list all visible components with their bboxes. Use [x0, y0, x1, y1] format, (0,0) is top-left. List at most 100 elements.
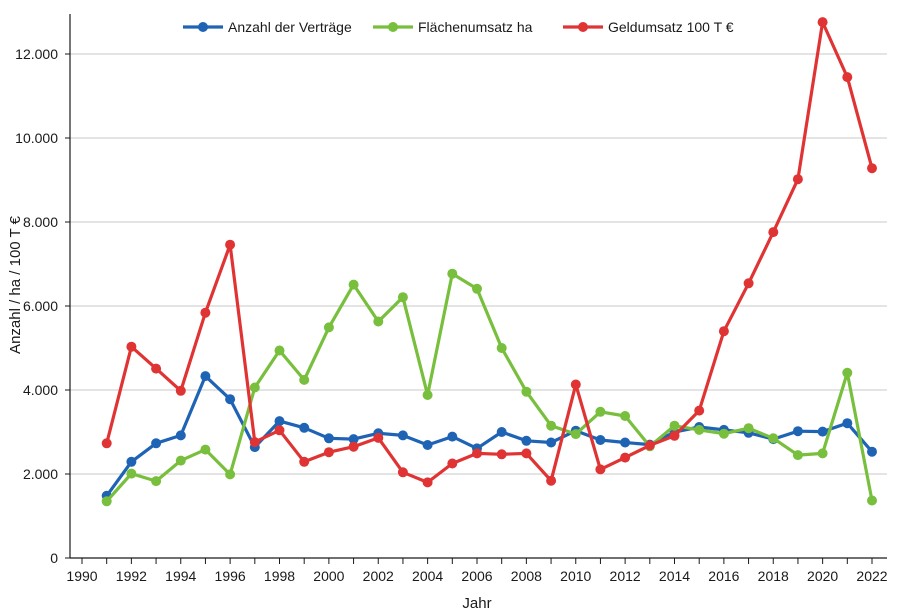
data-point: [151, 363, 162, 374]
data-point: [348, 441, 359, 452]
data-point: [249, 382, 260, 393]
data-point: [472, 283, 482, 294]
legend-item: Geldumsatz 100 T €: [563, 19, 734, 35]
data-point: [447, 431, 458, 442]
series-2: [101, 268, 877, 507]
legend-marker: [198, 22, 208, 32]
legend-label: Flächenumsatz ha: [418, 19, 533, 35]
series-lines: [101, 17, 877, 507]
data-point: [644, 440, 655, 451]
legend-label: Geldumsatz 100 T €: [608, 19, 734, 35]
y-tick-label: 8.000: [23, 214, 58, 230]
x-tick-label: 2000: [313, 568, 344, 584]
data-point: [842, 418, 853, 429]
legend-marker: [578, 22, 588, 32]
data-point: [299, 422, 310, 433]
legend-label: Anzahl der Verträge: [228, 19, 352, 35]
data-point: [348, 279, 359, 290]
x-tick-label: 1992: [116, 568, 147, 584]
data-point: [200, 307, 211, 318]
x-tick-label: 2012: [610, 568, 641, 584]
data-point: [792, 174, 803, 185]
data-point: [101, 438, 112, 449]
data-point: [817, 17, 828, 28]
data-point: [718, 428, 729, 439]
data-point: [521, 386, 532, 397]
data-point: [249, 437, 260, 448]
y-tick-label: 4.000: [23, 382, 58, 398]
series-line: [105, 374, 874, 498]
data-point: [694, 405, 705, 416]
data-point: [620, 452, 631, 463]
data-point: [620, 411, 631, 421]
legend-item: Flächenumsatz ha: [373, 19, 533, 35]
data-point: [694, 424, 705, 435]
data-point: [546, 437, 557, 448]
data-point: [323, 322, 334, 333]
data-point: [151, 476, 162, 487]
data-point: [175, 455, 186, 466]
data-point: [225, 239, 236, 250]
series-line: [105, 20, 874, 484]
data-point: [422, 477, 433, 488]
data-point: [126, 456, 137, 467]
data-point: [200, 444, 211, 455]
data-point: [274, 345, 285, 356]
data-point: [595, 406, 606, 417]
data-point: [422, 440, 433, 450]
data-point: [768, 433, 779, 444]
data-point: [299, 456, 310, 467]
data-point: [373, 316, 384, 327]
data-point: [373, 432, 384, 443]
data-point: [323, 433, 334, 444]
data-point: [496, 427, 507, 437]
data-point: [299, 374, 310, 385]
data-point: [472, 448, 482, 459]
y-tick-label: 10.000: [15, 130, 58, 146]
y-tick-label: 6.000: [23, 298, 58, 314]
data-point: [126, 468, 137, 479]
y-tick-label: 12.000: [15, 46, 58, 62]
legend-marker: [388, 22, 398, 32]
y-tick-label: 0: [50, 550, 58, 566]
data-point: [669, 430, 680, 441]
data-point: [151, 438, 162, 449]
x-tick-label: 1998: [264, 568, 295, 584]
data-point: [867, 163, 877, 174]
data-point: [842, 367, 853, 378]
legend: Anzahl der Verträge Flächenumsatz ha Geldu…: [183, 19, 734, 35]
x-tick-label: 1994: [165, 568, 196, 584]
data-point: [546, 475, 557, 486]
data-point: [323, 447, 334, 458]
x-axis-title: Jahr: [462, 595, 491, 612]
data-point: [570, 429, 581, 440]
data-point: [496, 343, 507, 353]
data-point: [274, 416, 285, 427]
data-point: [126, 341, 137, 352]
data-point: [546, 420, 557, 431]
data-point: [792, 426, 803, 437]
series-line: [105, 272, 874, 503]
data-point: [101, 496, 112, 507]
data-point: [570, 379, 581, 390]
data-point: [817, 426, 828, 437]
data-point: [397, 292, 408, 303]
data-point: [200, 371, 211, 382]
x-tick-label: 2016: [708, 568, 739, 584]
data-point: [842, 72, 853, 83]
data-point: [743, 278, 754, 289]
x-tick-label: 2004: [412, 568, 443, 584]
data-point: [792, 450, 803, 461]
data-point: [867, 495, 877, 506]
data-point: [274, 425, 285, 436]
x-tick-label: 1996: [215, 568, 246, 584]
data-point: [175, 385, 186, 396]
data-point: [521, 448, 532, 459]
data-point: [348, 434, 359, 445]
x-tick-label: 2022: [856, 568, 887, 584]
data-point: [175, 430, 186, 441]
data-point: [447, 458, 458, 469]
data-point: [225, 469, 236, 480]
